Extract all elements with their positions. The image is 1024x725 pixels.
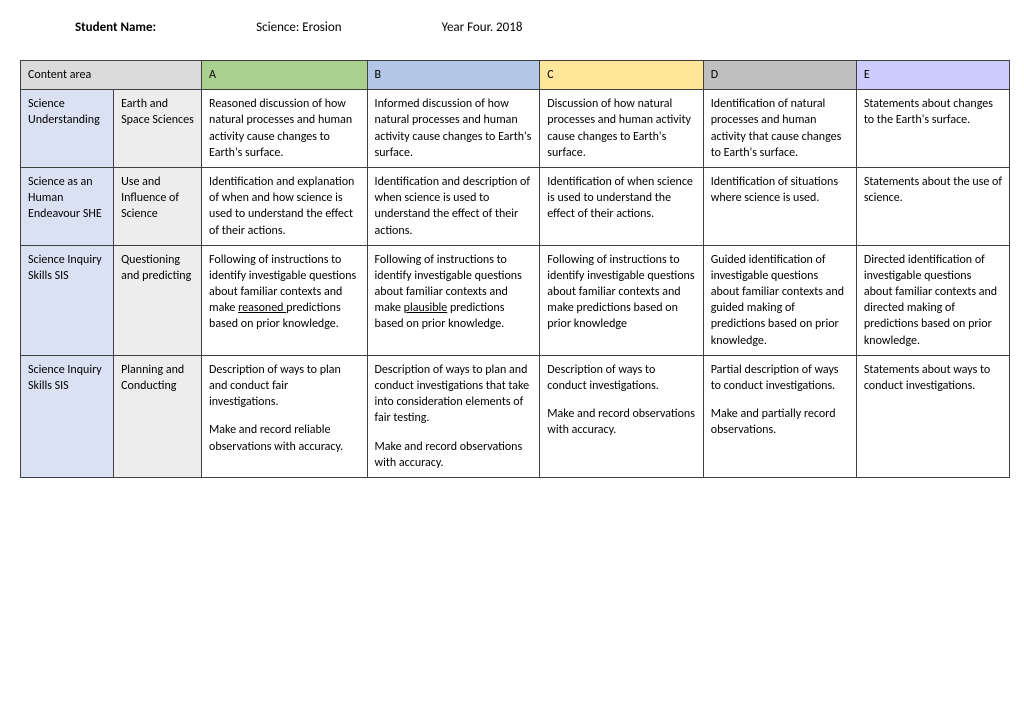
row-inquiry-planning: Science Inquiry Skills SIS Planning and … [21, 355, 1010, 477]
cell-b: Identification and description of when s… [367, 167, 540, 245]
text-underlined: reasoned [238, 301, 286, 315]
row-inquiry-questioning: Science Inquiry Skills SIS Questioning a… [21, 245, 1010, 355]
cell-c: Following of instructions to identify in… [540, 245, 703, 355]
paragraph-2: Make and partially record observations. [711, 407, 836, 437]
cell-e: Statements about the use of science. [856, 167, 1009, 245]
cell-d: Identification of situations where scien… [703, 167, 856, 245]
cell-b: Informed discussion of how natural proce… [367, 90, 540, 168]
header-grade-d: D [703, 61, 856, 90]
cell-e: Statements about ways to conduct investi… [856, 355, 1009, 477]
paragraph-1: Description of ways to plan and conduct … [209, 363, 341, 409]
cell-d: Identification of natural processes and … [703, 90, 856, 168]
year-label: Year Four. 2018 [442, 20, 523, 35]
paragraph-1: Description of ways to plan and conduct … [375, 363, 530, 426]
cell-a: Description of ways to plan and conduct … [202, 355, 368, 477]
cell-a: Following of instructions to identify in… [202, 245, 368, 355]
cell-b: Description of ways to plan and conduct … [367, 355, 540, 477]
text-underlined: plausible [404, 301, 448, 315]
rubric-table: Content area A B C D E Science Understan… [20, 60, 1010, 478]
cell-c: Discussion of how natural processes and … [540, 90, 703, 168]
cell-a: Reasoned discussion of how natural proce… [202, 90, 368, 168]
subject-title: Science: Erosion [256, 20, 341, 35]
row-science-human-endeavour: Science as an Human Endeavour SHE Use an… [21, 167, 1010, 245]
cell-d: Guided identification of investigable qu… [703, 245, 856, 355]
category-substrand: Questioning and predicting [114, 245, 202, 355]
document-header: Student Name: Science: Erosion Year Four… [75, 20, 1004, 35]
paragraph-2: Make and record observations with accura… [375, 440, 523, 470]
paragraph-1: Partial description of ways to conduct i… [711, 363, 839, 393]
paragraph-2: Make and record observations with accura… [547, 407, 695, 437]
paragraph-1: Description of ways to conduct investiga… [547, 363, 659, 393]
category-strand: Science Inquiry Skills SIS [21, 245, 114, 355]
category-substrand: Earth and Space Sciences [114, 90, 202, 168]
header-grade-e: E [856, 61, 1009, 90]
cell-e: Directed identification of investigable … [856, 245, 1009, 355]
student-name-label: Student Name: [75, 20, 156, 35]
category-strand: Science as an Human Endeavour SHE [21, 167, 114, 245]
cell-b: Following of instructions to identify in… [367, 245, 540, 355]
cell-c: Description of ways to conduct investiga… [540, 355, 703, 477]
cell-e: Statements about changes to the Earth's … [856, 90, 1009, 168]
header-grade-a: A [202, 61, 368, 90]
cell-a: Identification and explanation of when a… [202, 167, 368, 245]
header-grade-c: C [540, 61, 703, 90]
cell-c: Identification of when science is used t… [540, 167, 703, 245]
category-substrand: Planning and Conducting [114, 355, 202, 477]
paragraph-2: Make and record reliable observations wi… [209, 423, 343, 453]
category-substrand: Use and Influence of Science [114, 167, 202, 245]
header-content-area: Content area [21, 61, 202, 90]
cell-d: Partial description of ways to conduct i… [703, 355, 856, 477]
header-grade-b: B [367, 61, 540, 90]
header-row: Content area A B C D E [21, 61, 1010, 90]
category-strand: Science Inquiry Skills SIS [21, 355, 114, 477]
category-strand: Science Understanding [21, 90, 114, 168]
row-science-understanding: Science Understanding Earth and Space Sc… [21, 90, 1010, 168]
